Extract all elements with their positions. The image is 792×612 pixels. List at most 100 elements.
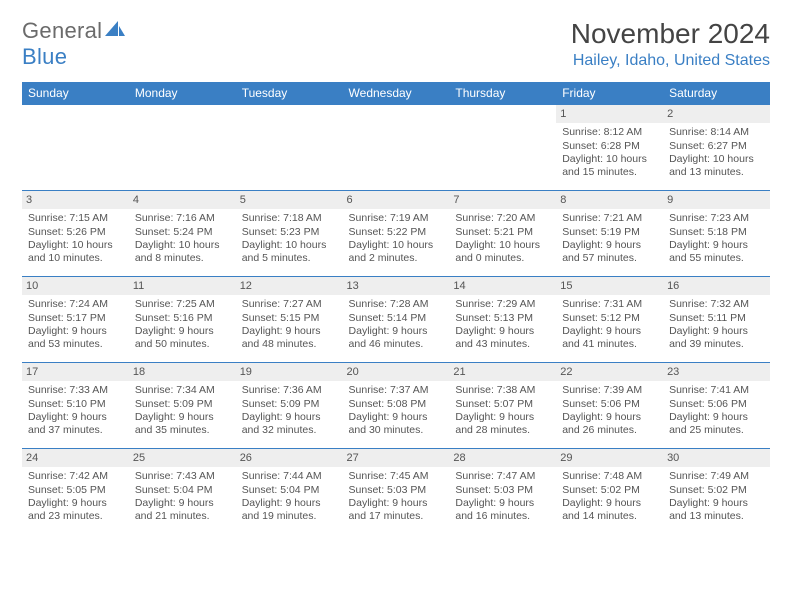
sunrise-line: Sunrise: 7:34 AM bbox=[135, 384, 230, 397]
daylight-line: Daylight: 9 hours and 23 minutes. bbox=[28, 497, 123, 524]
daylight-line: Daylight: 9 hours and 55 minutes. bbox=[669, 239, 764, 266]
daylight-line: Daylight: 9 hours and 28 minutes. bbox=[455, 411, 550, 438]
sunrise-line: Sunrise: 7:43 AM bbox=[135, 470, 230, 483]
day-number: 18 bbox=[129, 363, 236, 381]
daylight-line: Daylight: 10 hours and 13 minutes. bbox=[669, 153, 764, 180]
day-number: 8 bbox=[556, 191, 663, 209]
day-number: 25 bbox=[129, 449, 236, 467]
day-number: 11 bbox=[129, 277, 236, 295]
day-number: 7 bbox=[449, 191, 556, 209]
daylight-line: Daylight: 9 hours and 48 minutes. bbox=[242, 325, 337, 352]
sunset-line: Sunset: 5:15 PM bbox=[242, 312, 337, 325]
daylight-line: Daylight: 10 hours and 5 minutes. bbox=[242, 239, 337, 266]
daylight-line: Daylight: 9 hours and 17 minutes. bbox=[349, 497, 444, 524]
calendar-day-cell: 25Sunrise: 7:43 AMSunset: 5:04 PMDayligh… bbox=[129, 449, 236, 535]
day-number: 3 bbox=[22, 191, 129, 209]
sunset-line: Sunset: 5:02 PM bbox=[562, 484, 657, 497]
calendar-day-cell: 7Sunrise: 7:20 AMSunset: 5:21 PMDaylight… bbox=[449, 191, 556, 277]
calendar-day-cell: 19Sunrise: 7:36 AMSunset: 5:09 PMDayligh… bbox=[236, 363, 343, 449]
title-block: November 2024 Hailey, Idaho, United Stat… bbox=[571, 18, 770, 70]
calendar-week-row: 24Sunrise: 7:42 AMSunset: 5:05 PMDayligh… bbox=[22, 449, 770, 535]
calendar-day-cell: 15Sunrise: 7:31 AMSunset: 5:12 PMDayligh… bbox=[556, 277, 663, 363]
sunrise-line: Sunrise: 7:23 AM bbox=[669, 212, 764, 225]
sunset-line: Sunset: 5:18 PM bbox=[669, 226, 764, 239]
logo-word1: General bbox=[22, 18, 102, 43]
calendar-day-cell bbox=[22, 105, 129, 191]
sunrise-line: Sunrise: 7:19 AM bbox=[349, 212, 444, 225]
sunset-line: Sunset: 5:04 PM bbox=[242, 484, 337, 497]
weekday-header: Thursday bbox=[449, 82, 556, 105]
weekday-header: Saturday bbox=[663, 82, 770, 105]
sunset-line: Sunset: 5:09 PM bbox=[242, 398, 337, 411]
calendar-day-cell: 24Sunrise: 7:42 AMSunset: 5:05 PMDayligh… bbox=[22, 449, 129, 535]
daylight-line: Daylight: 9 hours and 57 minutes. bbox=[562, 239, 657, 266]
calendar-day-cell: 14Sunrise: 7:29 AMSunset: 5:13 PMDayligh… bbox=[449, 277, 556, 363]
sunset-line: Sunset: 5:24 PM bbox=[135, 226, 230, 239]
weekday-header: Friday bbox=[556, 82, 663, 105]
sunrise-line: Sunrise: 7:39 AM bbox=[562, 384, 657, 397]
sunrise-line: Sunrise: 7:15 AM bbox=[28, 212, 123, 225]
sunrise-line: Sunrise: 7:45 AM bbox=[349, 470, 444, 483]
daylight-line: Daylight: 10 hours and 15 minutes. bbox=[562, 153, 657, 180]
calendar-day-cell: 4Sunrise: 7:16 AMSunset: 5:24 PMDaylight… bbox=[129, 191, 236, 277]
sunset-line: Sunset: 5:22 PM bbox=[349, 226, 444, 239]
sunrise-line: Sunrise: 7:42 AM bbox=[28, 470, 123, 483]
daylight-line: Daylight: 10 hours and 8 minutes. bbox=[135, 239, 230, 266]
calendar-day-cell: 9Sunrise: 7:23 AMSunset: 5:18 PMDaylight… bbox=[663, 191, 770, 277]
daylight-line: Daylight: 9 hours and 46 minutes. bbox=[349, 325, 444, 352]
sunrise-line: Sunrise: 7:21 AM bbox=[562, 212, 657, 225]
calendar-day-cell: 17Sunrise: 7:33 AMSunset: 5:10 PMDayligh… bbox=[22, 363, 129, 449]
weekday-header: Tuesday bbox=[236, 82, 343, 105]
calendar-day-cell: 2Sunrise: 8:14 AMSunset: 6:27 PMDaylight… bbox=[663, 105, 770, 191]
day-number: 28 bbox=[449, 449, 556, 467]
daylight-line: Daylight: 9 hours and 13 minutes. bbox=[669, 497, 764, 524]
sunset-line: Sunset: 5:19 PM bbox=[562, 226, 657, 239]
daylight-line: Daylight: 9 hours and 16 minutes. bbox=[455, 497, 550, 524]
daylight-line: Daylight: 10 hours and 10 minutes. bbox=[28, 239, 123, 266]
calendar-day-cell bbox=[449, 105, 556, 191]
weekday-header: Sunday bbox=[22, 82, 129, 105]
calendar-week-row: 1Sunrise: 8:12 AMSunset: 6:28 PMDaylight… bbox=[22, 105, 770, 191]
sunset-line: Sunset: 5:02 PM bbox=[669, 484, 764, 497]
day-number: 10 bbox=[22, 277, 129, 295]
daylight-line: Daylight: 10 hours and 0 minutes. bbox=[455, 239, 550, 266]
sunset-line: Sunset: 5:03 PM bbox=[349, 484, 444, 497]
calendar-day-cell: 29Sunrise: 7:48 AMSunset: 5:02 PMDayligh… bbox=[556, 449, 663, 535]
sunset-line: Sunset: 5:08 PM bbox=[349, 398, 444, 411]
sunrise-line: Sunrise: 7:48 AM bbox=[562, 470, 657, 483]
sunrise-line: Sunrise: 7:41 AM bbox=[669, 384, 764, 397]
header: General Blue November 2024 Hailey, Idaho… bbox=[22, 18, 770, 70]
logo-sail-icon bbox=[104, 18, 126, 43]
sunrise-line: Sunrise: 8:12 AM bbox=[562, 126, 657, 139]
sunset-line: Sunset: 5:13 PM bbox=[455, 312, 550, 325]
calendar-week-row: 3Sunrise: 7:15 AMSunset: 5:26 PMDaylight… bbox=[22, 191, 770, 277]
sunrise-line: Sunrise: 7:47 AM bbox=[455, 470, 550, 483]
daylight-line: Daylight: 9 hours and 39 minutes. bbox=[669, 325, 764, 352]
calendar-day-cell bbox=[343, 105, 450, 191]
day-number: 13 bbox=[343, 277, 450, 295]
day-number: 1 bbox=[556, 105, 663, 123]
daylight-line: Daylight: 10 hours and 2 minutes. bbox=[349, 239, 444, 266]
weekday-header: Monday bbox=[129, 82, 236, 105]
sunset-line: Sunset: 5:14 PM bbox=[349, 312, 444, 325]
weekday-header: Wednesday bbox=[343, 82, 450, 105]
day-number: 20 bbox=[343, 363, 450, 381]
sunrise-line: Sunrise: 7:32 AM bbox=[669, 298, 764, 311]
calendar-day-cell: 11Sunrise: 7:25 AMSunset: 5:16 PMDayligh… bbox=[129, 277, 236, 363]
daylight-line: Daylight: 9 hours and 43 minutes. bbox=[455, 325, 550, 352]
calendar-day-cell: 12Sunrise: 7:27 AMSunset: 5:15 PMDayligh… bbox=[236, 277, 343, 363]
sunset-line: Sunset: 5:11 PM bbox=[669, 312, 764, 325]
day-number: 5 bbox=[236, 191, 343, 209]
day-number: 29 bbox=[556, 449, 663, 467]
daylight-line: Daylight: 9 hours and 19 minutes. bbox=[242, 497, 337, 524]
calendar-day-cell: 27Sunrise: 7:45 AMSunset: 5:03 PMDayligh… bbox=[343, 449, 450, 535]
calendar-day-cell: 22Sunrise: 7:39 AMSunset: 5:06 PMDayligh… bbox=[556, 363, 663, 449]
sunrise-line: Sunrise: 7:33 AM bbox=[28, 384, 123, 397]
calendar-day-cell: 8 Sunrise: 7:21 AMSunset: 5:19 PMDaylight… bbox=[556, 191, 663, 277]
day-number: 4 bbox=[129, 191, 236, 209]
day-number: 23 bbox=[663, 363, 770, 381]
sunset-line: Sunset: 5:17 PM bbox=[28, 312, 123, 325]
sunset-line: Sunset: 5:06 PM bbox=[562, 398, 657, 411]
sunrise-line: Sunrise: 7:25 AM bbox=[135, 298, 230, 311]
day-number: 19 bbox=[236, 363, 343, 381]
